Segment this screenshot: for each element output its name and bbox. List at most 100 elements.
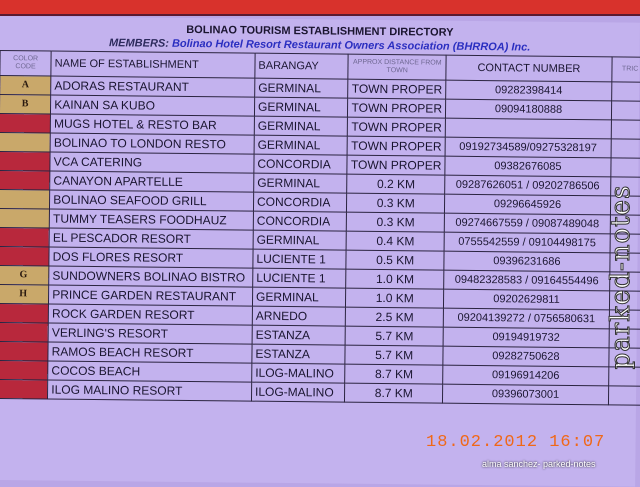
contact-cell: 09194919732 — [443, 327, 610, 348]
contact-cell: 09204139272 / 0756580631 — [443, 308, 610, 329]
members-label: MEMBERS: — [108, 37, 170, 50]
contact-cell: 09192734589/09275328197 — [445, 137, 612, 158]
barangay-cell: ESTANZA — [252, 325, 346, 346]
name-cell: KAINAN SA KUBO — [50, 95, 255, 117]
barangay-cell: GERMINAL — [253, 230, 347, 251]
barangay-cell: GERMINAL — [254, 116, 348, 137]
name-cell: ADORAS RESTAURANT — [50, 76, 255, 98]
name-cell: ILOG MALINO RESORT — [47, 380, 252, 402]
contact-cell: 09396231686 — [444, 251, 610, 272]
code-cell — [0, 322, 49, 343]
watermark: parked-notes — [606, 184, 637, 370]
barangay-cell: GERMINAL — [254, 135, 348, 156]
distance-cell: TOWN PROPER — [347, 98, 446, 119]
code-cell — [0, 208, 50, 229]
code-cell — [0, 189, 50, 210]
barangay-cell: ILOG-MALINO — [251, 363, 346, 384]
trike-cell — [611, 119, 640, 140]
col-barangay: BARANGAY — [254, 53, 349, 80]
name-cell: RAMOS BEACH RESORT — [48, 342, 253, 364]
code-cell — [0, 360, 49, 381]
col-trike: TRIC FA — [611, 56, 640, 83]
distance-cell: 0.3 KM — [346, 212, 445, 233]
name-cell: TUMMY TEASERS FOODHAUZ — [49, 209, 254, 231]
code-cell: H — [0, 284, 49, 305]
barangay-cell: GERMINAL — [254, 97, 348, 118]
barangay-cell: CONCORDIA — [253, 154, 348, 175]
contact-cell: 09196914206 — [442, 365, 609, 386]
name-cell: BOLINAO TO LONDON RESTO — [50, 133, 255, 155]
contact-cell: 0755542559 / 09104498175 — [444, 232, 611, 253]
distance-cell: 5.7 KM — [345, 326, 444, 347]
code-cell — [0, 170, 51, 191]
name-cell: COCOS BEACH — [47, 361, 252, 383]
code-cell: A — [0, 75, 52, 96]
name-cell: MUGS HOTEL & RESTO BAR — [50, 114, 255, 136]
contact-cell: 09282750628 — [443, 346, 609, 367]
members-org: Bolinao Hotel Resort Restaurant Owners A… — [171, 37, 531, 54]
distance-cell: TOWN PROPER — [347, 117, 446, 138]
distance-cell: 1.0 KM — [345, 288, 444, 309]
directory-board: BOLINAO TOURISM ESTABLISHMENT DIRECTORY … — [0, 16, 640, 487]
code-cell — [0, 341, 49, 362]
name-cell: PRINCE GARDEN RESTAURANT — [48, 285, 253, 307]
barangay-cell: CONCORDIA — [253, 192, 347, 213]
name-cell: CANAYON APARTELLE — [49, 171, 254, 193]
distance-cell: TOWN PROPER — [347, 136, 446, 157]
contact-cell: 09296645926 — [444, 194, 611, 215]
timestamp: 18.02.2012 16:07 — [426, 433, 606, 452]
contact-cell: 09396073001 — [442, 384, 609, 405]
col-distance: APPROX DISTANCE FROM TOWN — [348, 54, 447, 81]
name-cell: VERLING'S RESORT — [48, 323, 253, 345]
barangay-cell: GERMINAL — [253, 173, 348, 194]
code-cell — [0, 132, 51, 153]
code-cell — [0, 113, 51, 134]
code-cell — [0, 227, 50, 248]
code-cell — [0, 379, 48, 400]
name-cell: DOS FLORES RESORT — [49, 247, 254, 269]
code-cell — [0, 246, 50, 267]
barangay-cell: LUCIENTE 1 — [252, 268, 347, 289]
barangay-cell: ESTANZA — [251, 344, 346, 365]
col-name: NAME OF ESTABLISHMENT — [51, 51, 256, 79]
name-cell: EL PESCADOR RESORT — [49, 228, 254, 250]
distance-cell: 8.7 KM — [345, 364, 444, 385]
distance-cell: TOWN PROPER — [347, 155, 446, 176]
contact-cell: 09382676085 — [445, 156, 611, 177]
board-banner — [0, 0, 640, 16]
code-cell — [0, 151, 51, 172]
contact-cell: 09482328583 / 09164554496 — [443, 270, 610, 291]
contact-cell — [445, 118, 612, 139]
name-cell: ROCK GARDEN RESORT — [48, 304, 253, 326]
distance-cell: 1.0 KM — [345, 269, 445, 290]
trike-cell — [610, 157, 640, 178]
trike-cell — [611, 81, 640, 102]
distance-cell: 5.7 KM — [345, 345, 444, 366]
distance-cell: 0.4 KM — [346, 231, 445, 252]
barangay-cell: ILOG-MALINO — [251, 382, 346, 403]
col-contact: CONTACT NUMBER — [446, 55, 612, 82]
contact-cell: 09202629811 — [443, 289, 610, 310]
barangay-cell: GERMINAL — [252, 287, 346, 308]
photo-credit: alma sanchez- parked-notes — [482, 459, 596, 469]
name-cell: BOLINAO SEAFOOD GRILL — [49, 190, 254, 212]
contact-cell: 09287626051 / 09202786506 — [444, 175, 611, 196]
distance-cell: TOWN PROPER — [347, 79, 447, 100]
trike-cell — [611, 100, 640, 121]
barangay-cell: GERMINAL — [254, 78, 349, 99]
distance-cell: 8.7 KM — [344, 383, 443, 404]
code-cell: B — [0, 94, 51, 115]
name-cell: SUNDOWNERS BOLINAO BISTRO — [48, 266, 253, 288]
barangay-cell: LUCIENTE 1 — [252, 249, 347, 270]
contact-cell: 09274667559 / 09087489048 — [444, 213, 611, 234]
distance-cell: 0.2 KM — [346, 174, 446, 195]
name-cell: VCA CATERING — [50, 152, 255, 174]
trike-cell — [608, 385, 640, 406]
code-cell: G — [0, 265, 50, 286]
trike-cell — [610, 138, 640, 159]
distance-cell: 0.5 KM — [346, 250, 445, 271]
contact-cell: 09282398414 — [445, 80, 612, 101]
col-color-code: COLOR CODE — [0, 50, 52, 77]
barangay-cell: CONCORDIA — [253, 211, 347, 232]
directory-table: COLOR CODE NAME OF ESTABLISHMENT BARANGA… — [0, 50, 640, 406]
